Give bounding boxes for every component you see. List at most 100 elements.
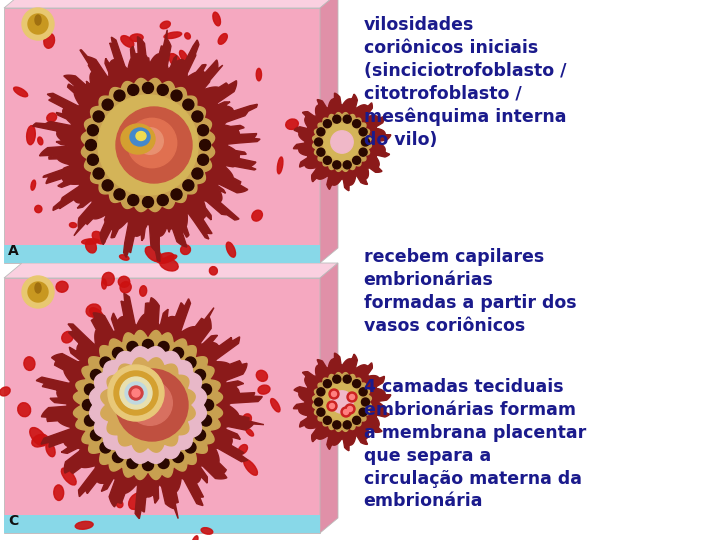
Circle shape [183,99,194,110]
Circle shape [157,194,168,206]
Circle shape [143,340,153,350]
Circle shape [114,371,158,415]
Text: 4 camadas teciduais
embrionárias formam
a membrana placentar
que separa a
circul: 4 camadas teciduais embrionárias formam … [364,378,586,510]
Circle shape [86,139,96,151]
Ellipse shape [244,460,258,475]
Circle shape [156,379,164,387]
Polygon shape [73,330,222,480]
Circle shape [87,154,99,165]
Ellipse shape [54,485,63,501]
Polygon shape [32,30,260,261]
Circle shape [137,127,163,154]
Circle shape [28,14,48,34]
Circle shape [317,128,325,136]
Circle shape [126,387,134,395]
Circle shape [116,369,188,441]
Ellipse shape [37,137,43,145]
Ellipse shape [252,210,262,221]
Ellipse shape [169,53,181,68]
Ellipse shape [226,242,235,257]
Circle shape [116,401,132,417]
Circle shape [152,375,168,391]
Ellipse shape [30,428,47,446]
Circle shape [323,123,361,160]
Ellipse shape [164,32,181,38]
Ellipse shape [185,33,190,39]
Circle shape [108,365,164,421]
Circle shape [125,382,147,404]
Circle shape [343,375,351,383]
Circle shape [102,180,113,191]
Circle shape [183,180,194,191]
Circle shape [171,90,182,101]
Ellipse shape [201,528,213,534]
Circle shape [348,407,353,411]
Circle shape [343,161,351,169]
Circle shape [127,341,138,353]
Circle shape [164,405,180,421]
Circle shape [359,148,367,156]
Ellipse shape [256,370,268,381]
Circle shape [317,388,325,396]
Ellipse shape [191,536,198,540]
Circle shape [359,408,367,416]
Ellipse shape [14,87,27,97]
Circle shape [200,415,212,426]
Circle shape [194,369,205,381]
Polygon shape [101,358,195,452]
Ellipse shape [181,245,191,254]
Circle shape [120,405,128,413]
Polygon shape [89,347,207,463]
Circle shape [333,115,341,123]
Circle shape [134,423,142,431]
Circle shape [84,415,96,426]
Circle shape [361,138,369,146]
Circle shape [171,189,182,200]
Ellipse shape [121,36,134,47]
Text: C: C [8,514,18,528]
Circle shape [112,451,123,463]
Ellipse shape [118,276,130,287]
Circle shape [22,276,54,308]
Ellipse shape [102,279,107,289]
Ellipse shape [210,267,217,275]
Circle shape [127,84,139,96]
Ellipse shape [246,428,253,436]
Circle shape [197,154,209,165]
Circle shape [129,386,143,400]
Ellipse shape [120,282,131,293]
Ellipse shape [56,281,68,292]
Ellipse shape [24,357,35,370]
Circle shape [349,395,354,400]
Circle shape [100,442,111,453]
Ellipse shape [102,272,114,286]
Circle shape [347,392,357,402]
Circle shape [87,125,99,136]
Ellipse shape [130,34,143,42]
Ellipse shape [0,387,10,396]
Ellipse shape [213,12,220,26]
Circle shape [192,168,203,179]
Circle shape [158,341,169,353]
Ellipse shape [32,434,48,447]
Ellipse shape [120,255,129,260]
Circle shape [323,120,331,127]
Ellipse shape [35,205,42,213]
Circle shape [353,120,361,127]
Circle shape [146,415,162,431]
Ellipse shape [18,403,31,417]
Circle shape [353,156,361,164]
Circle shape [345,404,355,414]
Ellipse shape [140,286,147,296]
Circle shape [341,407,351,417]
Circle shape [331,392,336,396]
Ellipse shape [86,304,101,317]
Text: vilosidades
coriônicos iniciais
(sinciciotrofoblasto /
citotrofoblasto /
mesênqu: vilosidades coriônicos iniciais (sincici… [364,16,566,150]
Circle shape [112,347,123,359]
Circle shape [333,161,341,169]
Ellipse shape [44,33,55,48]
Circle shape [194,429,205,441]
Circle shape [333,375,341,383]
Circle shape [127,118,176,168]
Polygon shape [293,93,391,191]
